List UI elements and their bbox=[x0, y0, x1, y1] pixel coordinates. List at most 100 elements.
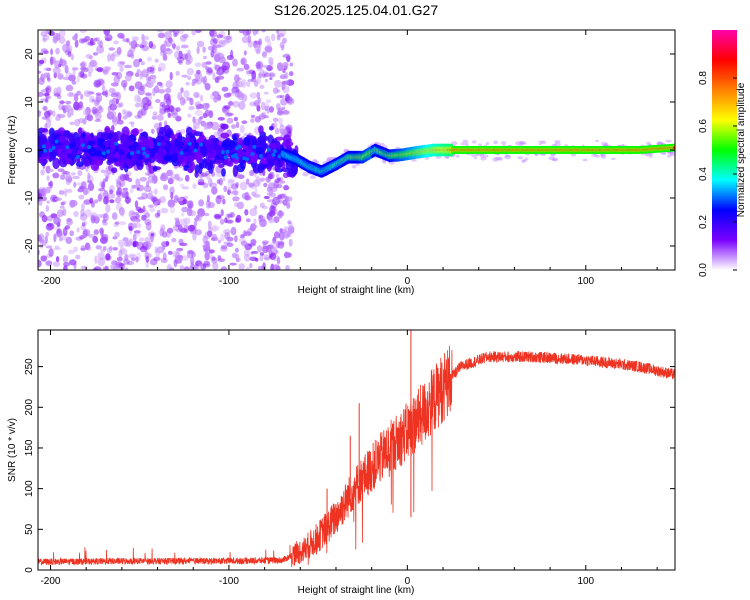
spectrogram-noise bbox=[187, 200, 194, 209]
spectrogram-noise bbox=[266, 199, 275, 203]
spectrogram-noise bbox=[235, 214, 242, 223]
spectrogram-noise bbox=[116, 265, 125, 270]
spectrogram-noise bbox=[237, 174, 245, 180]
spectrogram-noise bbox=[160, 207, 169, 214]
spectrogram-noise bbox=[96, 106, 104, 114]
spectrogram-noise bbox=[54, 245, 60, 249]
spectrogram-noise bbox=[252, 224, 258, 229]
spectrogram-cell bbox=[128, 134, 137, 143]
spectrogram-noise bbox=[93, 266, 102, 270]
spectrogram-noise bbox=[223, 105, 231, 110]
spectrogram-noise bbox=[109, 199, 115, 204]
spectrogram-noise bbox=[482, 154, 489, 158]
spectrogram-noise bbox=[250, 118, 255, 123]
spectrogram-noise bbox=[223, 40, 229, 45]
spectrogram-noise bbox=[263, 72, 272, 78]
spectrogram-noise bbox=[124, 253, 129, 262]
spectrogram-noise bbox=[136, 96, 141, 102]
spectrogram-cell bbox=[156, 142, 161, 147]
spectrogram-noise bbox=[286, 202, 291, 209]
spectrogram-noise bbox=[70, 172, 76, 176]
spectrogram-noise bbox=[125, 267, 129, 270]
spectrogram-noise bbox=[129, 238, 134, 245]
spectrogram-noise bbox=[285, 124, 293, 134]
spectrogram-noise bbox=[207, 230, 213, 238]
snr-x-ticks: -200 -100 0 100 bbox=[40, 330, 658, 587]
spectrogram-noise bbox=[96, 67, 104, 73]
spectrogram-noise bbox=[118, 102, 124, 108]
spectrogram-noise bbox=[277, 177, 281, 181]
spectrogram-noise bbox=[256, 76, 262, 85]
spectrogram-noise bbox=[270, 202, 278, 209]
spectrogram-noise bbox=[270, 240, 278, 250]
spectrogram-noise bbox=[666, 154, 672, 158]
spectrogram-cell bbox=[236, 163, 245, 173]
spectrogram-noise bbox=[186, 67, 194, 76]
spectrogram-noise bbox=[226, 236, 234, 242]
spectrogram-cell bbox=[271, 152, 276, 157]
spectrogram-noise bbox=[227, 92, 232, 96]
spectrogram-noise bbox=[196, 214, 203, 222]
spectrogram-noise bbox=[200, 120, 207, 127]
spectrogram-x-tick-label: 100 bbox=[577, 276, 594, 287]
spectrogram-noise bbox=[53, 87, 58, 96]
spectrogram-noise bbox=[176, 256, 182, 261]
spectrogram-cell bbox=[100, 138, 106, 150]
spectrogram-noise bbox=[45, 245, 53, 249]
spectrogram-noise bbox=[172, 43, 176, 50]
spectrogram-noise bbox=[667, 151, 674, 155]
spectrogram-noise bbox=[159, 196, 166, 204]
snr-y-tick-label: 250 bbox=[24, 358, 35, 375]
spectrogram-cell bbox=[95, 149, 103, 157]
spectrogram-noise bbox=[284, 53, 290, 57]
spectrogram-noise bbox=[269, 252, 277, 261]
spectrogram-cell bbox=[103, 140, 112, 146]
spectrogram-noise bbox=[254, 257, 259, 262]
snr-y-tick-label: 50 bbox=[24, 523, 35, 535]
spectrogram-noise bbox=[149, 207, 156, 213]
spectrogram-noise bbox=[103, 170, 111, 177]
spectrogram-noise bbox=[87, 172, 91, 180]
spectrogram-noise bbox=[268, 217, 276, 224]
spectrogram-noise bbox=[147, 176, 153, 182]
spectrogram-cell bbox=[68, 142, 76, 150]
spectrogram-noise bbox=[79, 235, 85, 240]
spectrogram-noise bbox=[175, 45, 181, 51]
spectrogram-cell bbox=[276, 141, 281, 150]
spectrogram-noise bbox=[81, 203, 85, 211]
spectrogram-noise bbox=[167, 177, 174, 185]
spectrogram-noise bbox=[280, 94, 285, 99]
spectrogram-noise bbox=[285, 196, 293, 202]
spectrogram-noise bbox=[203, 55, 207, 60]
spectrogram-noise bbox=[175, 70, 180, 76]
spectrogram-noise bbox=[251, 250, 259, 254]
spectrogram-noise bbox=[147, 77, 152, 81]
spectrogram-cell bbox=[193, 148, 198, 153]
spectrogram-cell bbox=[672, 146, 675, 149]
spectrogram-noise bbox=[48, 30, 55, 36]
spectrogram-noise bbox=[269, 205, 276, 214]
spectrogram-noise bbox=[45, 186, 51, 194]
spectrogram-noise bbox=[115, 91, 119, 97]
spectrogram-noise bbox=[115, 189, 122, 197]
spectrogram-noise bbox=[263, 254, 270, 260]
spectrogram-noise bbox=[136, 252, 141, 261]
spectrogram-noise bbox=[191, 251, 196, 258]
spectrogram-noise bbox=[249, 92, 258, 99]
spectrogram-noise bbox=[245, 30, 252, 36]
spectrogram-noise bbox=[156, 81, 163, 86]
spectrogram-noise bbox=[259, 177, 266, 182]
spectrogram-cell bbox=[206, 146, 214, 154]
spectrogram-noise bbox=[219, 218, 225, 225]
spectrogram-noise bbox=[52, 66, 61, 75]
spectrogram-noise bbox=[166, 264, 172, 270]
spectrogram-noise bbox=[115, 178, 120, 185]
spectrogram-noise bbox=[122, 237, 129, 242]
spectrogram-noise bbox=[65, 178, 71, 186]
spectrogram-cell bbox=[141, 146, 146, 151]
spectrogram-noise bbox=[104, 265, 109, 270]
spectrogram-noise bbox=[224, 217, 228, 224]
spectrogram-cell bbox=[221, 168, 226, 177]
spectrogram-noise bbox=[122, 38, 129, 43]
spectrogram-noise bbox=[204, 109, 210, 118]
